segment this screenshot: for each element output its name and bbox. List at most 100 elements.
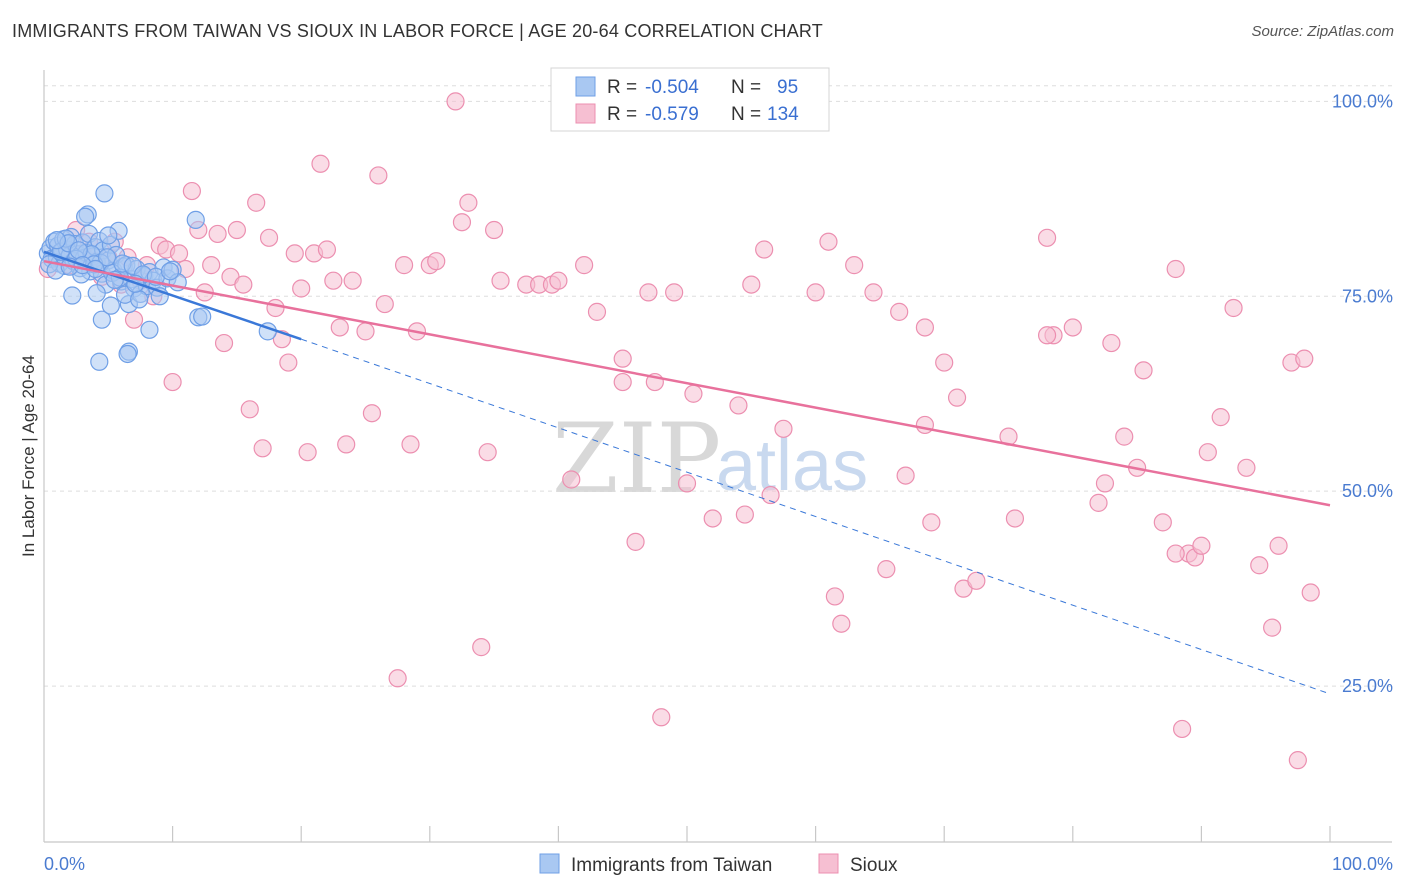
sioux-point bbox=[1166, 259, 1185, 279]
sioux-point bbox=[832, 614, 851, 633]
sioux-point bbox=[369, 166, 388, 185]
stats-legend: R = -0.504 N = 95 R = -0.579 N = 134 bbox=[550, 67, 830, 132]
sioux-point bbox=[446, 92, 465, 111]
taiwan-point bbox=[90, 352, 109, 371]
sioux-point bbox=[947, 388, 967, 407]
sioux-trend-line bbox=[43, 259, 1331, 507]
sioux-point bbox=[652, 708, 671, 727]
sioux-point bbox=[935, 353, 954, 372]
y-axis-label: In Labor Force | Age 20-64 bbox=[19, 355, 38, 557]
sioux-point bbox=[587, 302, 607, 321]
sioux-point bbox=[330, 318, 349, 337]
taiwan-point bbox=[193, 307, 212, 326]
taiwan-trend-extension bbox=[301, 338, 1331, 695]
sioux-point bbox=[202, 256, 221, 275]
sioux-point bbox=[1192, 536, 1211, 555]
y-tick-label: 100.0% bbox=[1332, 91, 1393, 111]
x-axis-ticks bbox=[172, 826, 1331, 842]
sioux-point bbox=[459, 193, 478, 212]
x-tick-label-min: 0.0% bbox=[44, 854, 85, 874]
sioux-point bbox=[1005, 509, 1025, 528]
sioux-point bbox=[613, 349, 632, 368]
taiwan-point bbox=[99, 226, 118, 245]
x-tick-label-max: 100.0% bbox=[1332, 854, 1393, 874]
taiwan-point bbox=[47, 231, 66, 250]
watermark-zip: ZIP bbox=[552, 403, 721, 515]
sioux-point bbox=[755, 240, 774, 259]
series-legend-label-taiwan: Immigrants from Taiwan bbox=[571, 855, 772, 876]
sioux-point bbox=[703, 509, 722, 528]
sioux-point bbox=[285, 244, 304, 263]
taiwan-point bbox=[87, 284, 106, 303]
sioux-point bbox=[896, 466, 915, 485]
legend-swatch-sioux bbox=[575, 103, 596, 124]
sioux-point bbox=[684, 384, 703, 403]
sioux-point bbox=[864, 283, 883, 302]
sioux-point bbox=[677, 474, 697, 493]
sioux-point bbox=[1063, 318, 1082, 337]
stats-legend-box bbox=[550, 67, 830, 132]
legend-n-value-taiwan: 95 bbox=[777, 77, 798, 98]
taiwan-point bbox=[95, 184, 114, 203]
sioux-point bbox=[613, 372, 632, 392]
taiwan-point bbox=[76, 207, 95, 226]
sioux-point bbox=[247, 193, 266, 212]
sioux-point bbox=[729, 396, 748, 415]
sioux-point bbox=[362, 404, 382, 423]
sioux-point bbox=[491, 271, 510, 290]
sioux-point bbox=[1166, 544, 1185, 563]
sioux-point bbox=[485, 220, 504, 240]
y-tick-labels: 25.0% 50.0% 75.0% 100.0% bbox=[1332, 91, 1393, 696]
sioux-point bbox=[549, 271, 568, 290]
sioux-point bbox=[298, 443, 317, 462]
sioux-point bbox=[266, 298, 285, 318]
sioux-point bbox=[356, 322, 375, 341]
sioux-point bbox=[665, 283, 684, 302]
sioux-point bbox=[1301, 583, 1320, 602]
gridlines bbox=[44, 85, 1392, 687]
legend-n-value-sioux: 134 bbox=[767, 104, 799, 125]
sioux-point bbox=[1115, 427, 1134, 446]
series-legend-swatch-sioux bbox=[818, 853, 839, 874]
sioux-point bbox=[1037, 228, 1057, 247]
taiwan-point bbox=[63, 286, 82, 305]
sioux-point bbox=[1095, 474, 1115, 493]
sioux-point bbox=[1288, 751, 1307, 770]
sioux-point bbox=[227, 220, 246, 240]
sioux-point bbox=[472, 638, 491, 657]
legend-n-label-taiwan: N = bbox=[731, 77, 761, 98]
sioux-points bbox=[38, 92, 1320, 770]
sioux-point bbox=[1295, 349, 1314, 368]
sioux-point bbox=[259, 228, 279, 247]
sioux-point bbox=[639, 283, 658, 302]
sioux-point bbox=[234, 275, 253, 294]
series-legend-swatch-taiwan bbox=[539, 853, 560, 874]
taiwan-point bbox=[130, 290, 149, 309]
sioux-point bbox=[890, 302, 909, 321]
taiwan-point bbox=[160, 262, 180, 281]
sioux-point bbox=[311, 154, 330, 173]
sioux-point bbox=[1250, 556, 1269, 575]
chart-title: IMMIGRANTS FROM TAIWAN VS SIOUX IN LABOR… bbox=[12, 21, 823, 41]
sioux-point bbox=[478, 443, 497, 462]
sioux-point bbox=[1263, 618, 1282, 637]
legend-r-label-taiwan: R = bbox=[607, 77, 637, 98]
sioux-point bbox=[124, 310, 144, 329]
sioux-point bbox=[240, 400, 259, 419]
sioux-point bbox=[253, 439, 272, 458]
taiwan-point bbox=[97, 248, 117, 267]
series-legend: Immigrants from Taiwan Sioux bbox=[539, 853, 898, 876]
taiwan-point bbox=[92, 310, 111, 329]
watermark-atlas: atlas bbox=[716, 426, 868, 506]
y-tick-label: 50.0% bbox=[1342, 481, 1393, 501]
trend-lines bbox=[43, 250, 1331, 695]
legend-r-value-sioux: -0.579 bbox=[645, 104, 699, 125]
sioux-point bbox=[1153, 513, 1172, 532]
sioux-point bbox=[1134, 361, 1153, 380]
y-tick-label: 75.0% bbox=[1342, 286, 1393, 306]
series-legend-label-sioux: Sioux bbox=[850, 855, 898, 876]
sioux-point bbox=[825, 587, 844, 606]
legend-swatch-taiwan bbox=[575, 76, 596, 97]
sioux-point bbox=[562, 470, 581, 489]
